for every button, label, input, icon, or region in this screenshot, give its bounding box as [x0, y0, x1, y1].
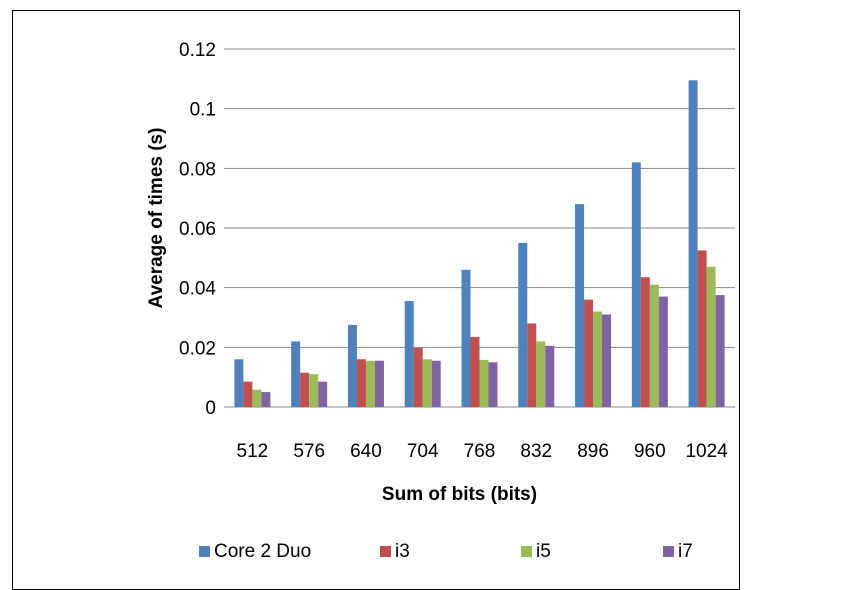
bar-i3-896: [584, 299, 594, 407]
y-axis-title: Average of times (s): [146, 128, 167, 309]
bar-i3-512: [243, 381, 253, 407]
y-tick-label: 0.1: [190, 100, 216, 121]
bar-i5-768: [479, 359, 489, 407]
legend: Core 2 Duo i3 i5 i7: [199, 541, 693, 562]
bars: [234, 80, 725, 407]
legend-label: Core 2 Duo: [214, 541, 311, 562]
bar-i5-512: [252, 389, 262, 407]
legend-swatch: [663, 546, 674, 557]
x-tick-label: 512: [237, 441, 269, 462]
bar-i3-640: [356, 359, 366, 407]
bar-i3-576: [300, 372, 310, 407]
y-tick-label: 0: [205, 398, 216, 419]
bar-i5-576: [309, 374, 319, 407]
y-tick-label: 0.06: [179, 219, 216, 240]
bar-i7-896: [602, 314, 612, 407]
bar-core-2-duo-640: [347, 324, 357, 407]
legend-swatch: [199, 546, 210, 557]
bar-i7-1024: [715, 295, 725, 407]
legend-label: i3: [395, 541, 410, 562]
bar-core-2-duo-768: [461, 269, 471, 407]
y-tick-label: 0.12: [179, 40, 216, 61]
bar-i5-960: [649, 284, 659, 407]
bar-i5-704: [422, 359, 432, 407]
x-tick-label: 640: [350, 441, 382, 462]
x-tick-label: 832: [520, 441, 552, 462]
x-tick-label: 768: [464, 441, 496, 462]
y-axis-ticks: 0 0.02 0.04 0.06 0.08 0.1 0.12: [179, 40, 216, 419]
x-axis-title: Sum of bits (bits): [382, 484, 537, 505]
bar-i3-704: [413, 347, 423, 407]
bar-i5-832: [536, 341, 546, 407]
legend-label: i7: [678, 541, 693, 562]
gridlines: [224, 48, 735, 408]
legend-swatch: [521, 546, 532, 557]
chart-frame: 0 0.02 0.04 0.06 0.08 0.1 0.12 512 576 640 704 768…: [12, 10, 740, 590]
bar-chart: 0 0.02 0.04 0.06 0.08 0.1 0.12 512 576 640 704 768…: [146, 40, 735, 562]
bar-core-2-duo-960: [631, 162, 641, 407]
bar-i7-576: [318, 381, 328, 407]
bar-core-2-duo-896: [575, 204, 585, 407]
legend-label: i5: [536, 541, 551, 562]
legend-swatch: [380, 546, 391, 557]
x-tick-label: 576: [293, 441, 325, 462]
bar-i7-640: [374, 360, 384, 407]
bar-i5-640: [365, 360, 375, 407]
x-tick-label: 896: [577, 441, 609, 462]
bar-i5-1024: [706, 266, 716, 407]
bar-i5-896: [593, 311, 603, 407]
bar-core-2-duo-576: [291, 341, 301, 407]
bar-i3-832: [527, 323, 537, 407]
bar-i7-768: [488, 362, 498, 407]
bar-i7-960: [658, 296, 668, 407]
bar-core-2-duo-512: [234, 359, 244, 407]
bar-i7-704: [431, 360, 441, 407]
bar-i3-768: [470, 336, 480, 407]
y-tick-label: 0.04: [179, 279, 216, 300]
x-tick-label: 1024: [685, 441, 728, 462]
y-tick-label: 0.02: [179, 338, 216, 359]
x-tick-label: 704: [407, 441, 439, 462]
bar-core-2-duo-704: [404, 301, 414, 407]
bar-i7-832: [545, 345, 555, 407]
x-tick-label: 960: [634, 441, 666, 462]
y-tick-label: 0.08: [179, 159, 216, 180]
bar-i3-1024: [697, 250, 707, 407]
bar-core-2-duo-832: [518, 242, 528, 407]
bar-i7-512: [261, 392, 271, 407]
bar-i3-960: [640, 277, 650, 407]
x-axis-ticks: 512 576 640 704 768 832 896 960 1024: [237, 441, 729, 462]
bar-core-2-duo-1024: [688, 80, 698, 407]
